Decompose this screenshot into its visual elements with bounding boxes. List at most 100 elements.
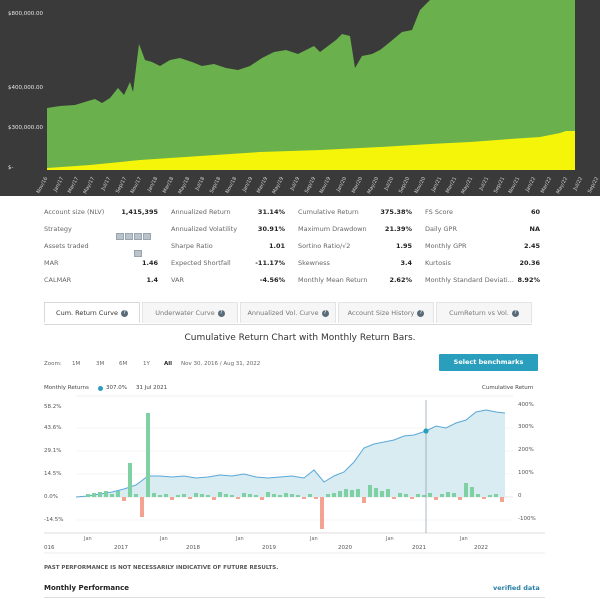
monthly-return-bar[interactable] bbox=[386, 489, 390, 497]
monthly-return-bar[interactable] bbox=[140, 497, 144, 517]
monthly-return-bar[interactable] bbox=[212, 497, 216, 500]
monthly-return-bar[interactable] bbox=[290, 494, 294, 497]
monthly-return-bar[interactable] bbox=[176, 495, 180, 497]
tab-account-size-history[interactable]: Account Size History? bbox=[338, 302, 434, 323]
help-icon[interactable]: ? bbox=[321, 309, 329, 317]
monthly-return-bar[interactable] bbox=[398, 493, 402, 497]
stat-label: Sharpe Ratio bbox=[171, 242, 213, 250]
help-icon[interactable]: ? bbox=[511, 309, 519, 317]
monthly-return-bar[interactable] bbox=[464, 483, 468, 497]
monthly-return-bar[interactable] bbox=[152, 493, 156, 497]
monthly-return-bar[interactable] bbox=[338, 491, 342, 497]
monthly-return-bar[interactable] bbox=[146, 413, 150, 497]
monthly-return-bar[interactable] bbox=[266, 492, 270, 497]
monthly-return-bar[interactable] bbox=[260, 497, 264, 500]
monthly-return-bar[interactable] bbox=[170, 497, 174, 500]
monthly-return-bar[interactable] bbox=[206, 495, 210, 497]
monthly-return-bar[interactable] bbox=[182, 494, 186, 497]
tab-annualized-vol-curve[interactable]: Annualized Vol. Curve? bbox=[240, 302, 336, 323]
monthly-return-bar[interactable] bbox=[308, 494, 312, 497]
monthly-return-bar[interactable] bbox=[470, 487, 474, 497]
monthly-return-bar[interactable] bbox=[302, 497, 306, 499]
right-tick-label: 100% bbox=[518, 470, 534, 476]
monthly-return-bar[interactable] bbox=[446, 492, 450, 497]
monthly-return-bar[interactable] bbox=[230, 495, 234, 497]
monthly-return-bar[interactable] bbox=[110, 494, 114, 497]
monthly-return-bar[interactable] bbox=[428, 493, 432, 497]
monthly-return-bar[interactable] bbox=[404, 494, 408, 497]
monthly-return-bar[interactable] bbox=[314, 497, 318, 499]
monthly-return-bar[interactable] bbox=[458, 497, 462, 500]
monthly-return-bar[interactable] bbox=[86, 494, 90, 497]
monthly-return-bar[interactable] bbox=[158, 495, 162, 497]
monthly-return-bar[interactable] bbox=[344, 489, 348, 497]
monthly-return-bar[interactable] bbox=[188, 497, 192, 499]
zoom-1m[interactable]: 1M bbox=[72, 361, 81, 367]
zoom-1y[interactable]: 1Y bbox=[143, 361, 150, 367]
help-icon[interactable]: ? bbox=[120, 309, 128, 317]
stat-value: 1.46 bbox=[141, 259, 158, 267]
monthly-return-bar[interactable] bbox=[116, 491, 120, 497]
monthly-return-bar[interactable] bbox=[410, 497, 414, 499]
strategy-icon bbox=[143, 233, 151, 240]
date-range[interactable]: Nov 30, 2016 / Aug 31, 2022 bbox=[181, 361, 261, 367]
left-tick-label: 14.5% bbox=[44, 471, 62, 477]
stat-value: 20.36 bbox=[519, 259, 540, 267]
monthly-return-bar[interactable] bbox=[374, 488, 378, 497]
monthly-return-bar[interactable] bbox=[104, 491, 108, 497]
monthly-return-bar[interactable] bbox=[434, 497, 438, 500]
verified-data-link[interactable]: verified data bbox=[493, 584, 540, 592]
monthly-return-bar[interactable] bbox=[134, 494, 138, 497]
monthly-return-bar[interactable] bbox=[482, 497, 486, 499]
monthly-return-bar[interactable] bbox=[440, 494, 444, 497]
year-label: 2022 bbox=[474, 545, 488, 551]
monthly-return-bar[interactable] bbox=[488, 495, 492, 497]
zoom-all[interactable]: All bbox=[164, 361, 173, 367]
monthly-return-bar[interactable] bbox=[296, 495, 300, 497]
monthly-return-bar[interactable] bbox=[500, 497, 504, 502]
stat-value: 1.95 bbox=[395, 242, 412, 250]
monthly-return-bar[interactable] bbox=[200, 494, 204, 497]
monthly-return-bar[interactable] bbox=[92, 493, 96, 497]
monthly-return-bar[interactable] bbox=[452, 493, 456, 497]
monthly-return-bar[interactable] bbox=[122, 497, 126, 501]
zoom-6m[interactable]: 6M bbox=[119, 361, 128, 367]
monthly-return-bar[interactable] bbox=[224, 494, 228, 497]
stat-label: MAR bbox=[44, 259, 59, 267]
monthly-return-bar[interactable] bbox=[422, 495, 426, 497]
monthly-return-bar[interactable] bbox=[380, 491, 384, 497]
tab-cumreturn-vs-vol[interactable]: CumReturn vs Vol.? bbox=[436, 302, 532, 323]
help-icon[interactable]: ? bbox=[417, 309, 425, 317]
monthly-return-bar[interactable] bbox=[350, 490, 354, 497]
monthly-return-bar[interactable] bbox=[218, 492, 222, 497]
monthly-return-bar[interactable] bbox=[476, 494, 480, 497]
monthly-return-bar[interactable] bbox=[254, 495, 258, 497]
monthly-return-bar[interactable] bbox=[332, 493, 336, 497]
monthly-return-bar[interactable] bbox=[128, 463, 132, 497]
monthly-return-bar[interactable] bbox=[278, 495, 282, 497]
monthly-return-bar[interactable] bbox=[356, 489, 360, 497]
monthly-return-bar[interactable] bbox=[248, 494, 252, 497]
tab-underwater-curve[interactable]: Underwater Curve? bbox=[142, 302, 238, 323]
monthly-return-bar[interactable] bbox=[164, 494, 168, 497]
monthly-return-bar[interactable] bbox=[194, 493, 198, 497]
monthly-return-bar[interactable] bbox=[98, 492, 102, 497]
select-benchmarks-button[interactable]: Select benchmarks bbox=[439, 354, 538, 371]
stat-label: Annualized Volatility bbox=[171, 225, 238, 233]
monthly-return-bar[interactable] bbox=[272, 494, 276, 497]
monthly-return-bar[interactable] bbox=[368, 485, 372, 497]
monthly-return-bar[interactable] bbox=[320, 497, 324, 529]
monthly-return-bar[interactable] bbox=[284, 493, 288, 497]
monthly-return-bar[interactable] bbox=[326, 494, 330, 497]
monthly-return-bar[interactable] bbox=[242, 493, 246, 497]
tab-cum-return-curve[interactable]: Cum. Return Curve? bbox=[44, 302, 140, 323]
monthly-return-bar[interactable] bbox=[494, 494, 498, 497]
monthly-return-bar[interactable] bbox=[416, 494, 420, 497]
right-tick-label: 200% bbox=[518, 447, 534, 453]
zoom-3m[interactable]: 3M bbox=[96, 361, 105, 367]
monthly-return-bar[interactable] bbox=[392, 497, 396, 499]
help-icon[interactable]: ? bbox=[217, 309, 225, 317]
monthly-return-bar[interactable] bbox=[362, 497, 366, 503]
tab-label: Underwater Curve bbox=[155, 309, 215, 317]
monthly-return-bar[interactable] bbox=[236, 497, 240, 499]
